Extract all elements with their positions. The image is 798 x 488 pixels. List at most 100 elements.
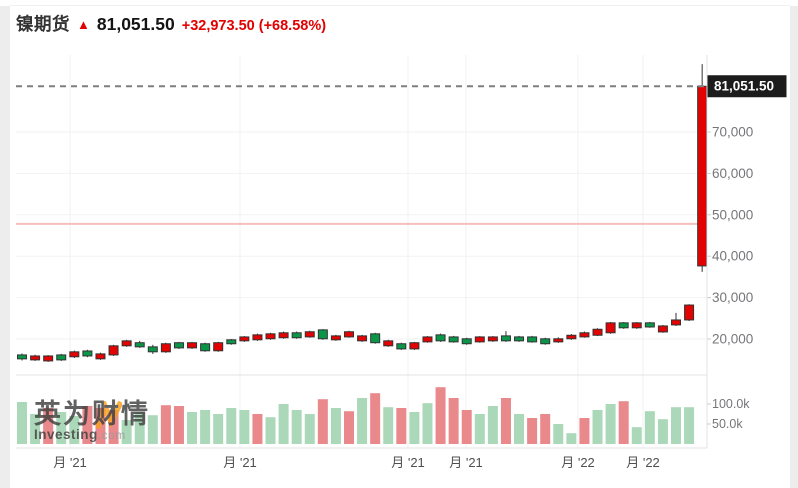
- candle-body: [17, 354, 27, 360]
- volume-bar: [631, 427, 642, 444]
- volume-bar: [108, 410, 119, 444]
- candle-body: [82, 350, 93, 357]
- candle-body: [265, 333, 276, 340]
- instrument-header: 镍期货 ▲ 81,051.50 +32,973.50 (+68.58%): [16, 11, 326, 36]
- left-margin: [0, 6, 10, 488]
- candle-body: [461, 338, 472, 345]
- volume-bar: [448, 398, 459, 444]
- volume-bar: [213, 414, 224, 444]
- volume-bar: [82, 406, 93, 444]
- candle-body: [671, 319, 681, 326]
- candle-body: [108, 345, 119, 356]
- price-tick-label[interactable]: 30,000: [712, 290, 753, 305]
- volume-bar: [17, 402, 27, 444]
- volume-bar: [30, 414, 41, 444]
- volume-bar: [134, 412, 145, 444]
- candle-body: [435, 334, 446, 342]
- candle-body: [540, 338, 551, 345]
- volume-bar: [500, 398, 511, 444]
- candle-body: [213, 342, 224, 352]
- candle-body: [147, 346, 158, 353]
- candle-body: [200, 343, 211, 352]
- price-tick-label[interactable]: 40,000: [712, 249, 753, 264]
- candle-body: [252, 334, 263, 341]
- candle-body: [500, 335, 511, 342]
- price-tick-label[interactable]: 20,000: [712, 331, 753, 346]
- candle-body: [291, 332, 302, 339]
- candle-body: [527, 336, 538, 343]
- price-tick-label[interactable]: 60,000: [712, 166, 753, 181]
- volume-bar: [56, 412, 67, 444]
- time-tick-label[interactable]: 月 '22: [626, 455, 660, 470]
- candle-body: [631, 322, 642, 329]
- candle-body: [487, 336, 498, 342]
- candle-body: [422, 336, 433, 343]
- watermark-cn-logo: 英为财情: [34, 399, 150, 429]
- time-tick-label[interactable]: 月 '21: [449, 455, 483, 470]
- volume-bar: [592, 410, 603, 444]
- volume-bar: [173, 406, 184, 444]
- candle-body: [644, 322, 655, 328]
- instrument-name: 镍期货: [16, 14, 70, 34]
- volume-bar: [370, 393, 381, 444]
- volume-bar: [304, 414, 315, 444]
- candle-body: [605, 322, 616, 334]
- candle-body: [448, 336, 459, 343]
- volume-bar: [409, 412, 420, 444]
- volume-bar: [147, 415, 158, 444]
- candle-body: [553, 338, 564, 343]
- time-tick-label[interactable]: 月 '21: [223, 455, 257, 470]
- volume-tick-label[interactable]: 50.0k: [712, 417, 743, 431]
- price-up-arrow-icon: ▲: [77, 17, 90, 32]
- time-tick-label[interactable]: 月 '22: [561, 455, 595, 470]
- volume-bar: [317, 399, 328, 444]
- price-tick-label[interactable]: 50,000: [712, 207, 753, 222]
- candle-body: [370, 333, 381, 344]
- volume-bar: [671, 407, 681, 444]
- candle-body: [43, 355, 54, 362]
- volume-bar: [540, 414, 551, 444]
- price-tick-label[interactable]: 70,000: [712, 124, 753, 139]
- volume-bar: [566, 433, 577, 444]
- candle-body: [160, 343, 171, 353]
- time-tick-label[interactable]: 月 '21: [53, 455, 87, 470]
- time-tick-label[interactable]: 月 '21: [391, 455, 425, 470]
- watermark-brand: Investing.com: [34, 427, 126, 443]
- volume-bar: [278, 404, 289, 444]
- candle-body: [684, 304, 695, 321]
- candle-body: [383, 340, 394, 347]
- right-margin: [790, 6, 798, 488]
- candle-body: [30, 355, 41, 361]
- investing-watermark[interactable]: 英为财情 Investing.com: [34, 400, 150, 442]
- change-absolute: +32,973.50: [181, 18, 255, 34]
- volume-tick-label[interactable]: 100.0k: [712, 397, 750, 411]
- volume-bar: [265, 417, 276, 444]
- volume-bar: [121, 420, 132, 444]
- candle-body: [409, 342, 420, 350]
- volume-bar: [657, 419, 668, 444]
- candle-body: [317, 329, 328, 340]
- candle-body: [474, 336, 485, 343]
- candle-body: [239, 336, 250, 342]
- volume-bar: [644, 411, 655, 444]
- price-change: +32,973.50 (+68.58%): [182, 18, 326, 34]
- volume-bar: [187, 412, 198, 444]
- top-divider: [10, 5, 790, 6]
- candle-body: [657, 325, 668, 333]
- volume-bar: [344, 411, 354, 444]
- candle-body: [121, 340, 132, 347]
- candle-body: [514, 336, 525, 342]
- volume-bar: [514, 414, 525, 444]
- volume-bar: [291, 410, 302, 444]
- volume-bar: [461, 410, 472, 444]
- candle-body: [173, 342, 184, 349]
- volume-bar: [474, 414, 485, 444]
- candle-body: [592, 328, 603, 336]
- volume-bar: [252, 414, 263, 444]
- current-price-label-text: 81,051.50: [714, 79, 774, 94]
- volume-bar: [383, 407, 394, 444]
- candle-body: [56, 354, 67, 361]
- change-percent: (+68.58%): [258, 18, 327, 34]
- last-price: 81,051.50: [96, 14, 175, 34]
